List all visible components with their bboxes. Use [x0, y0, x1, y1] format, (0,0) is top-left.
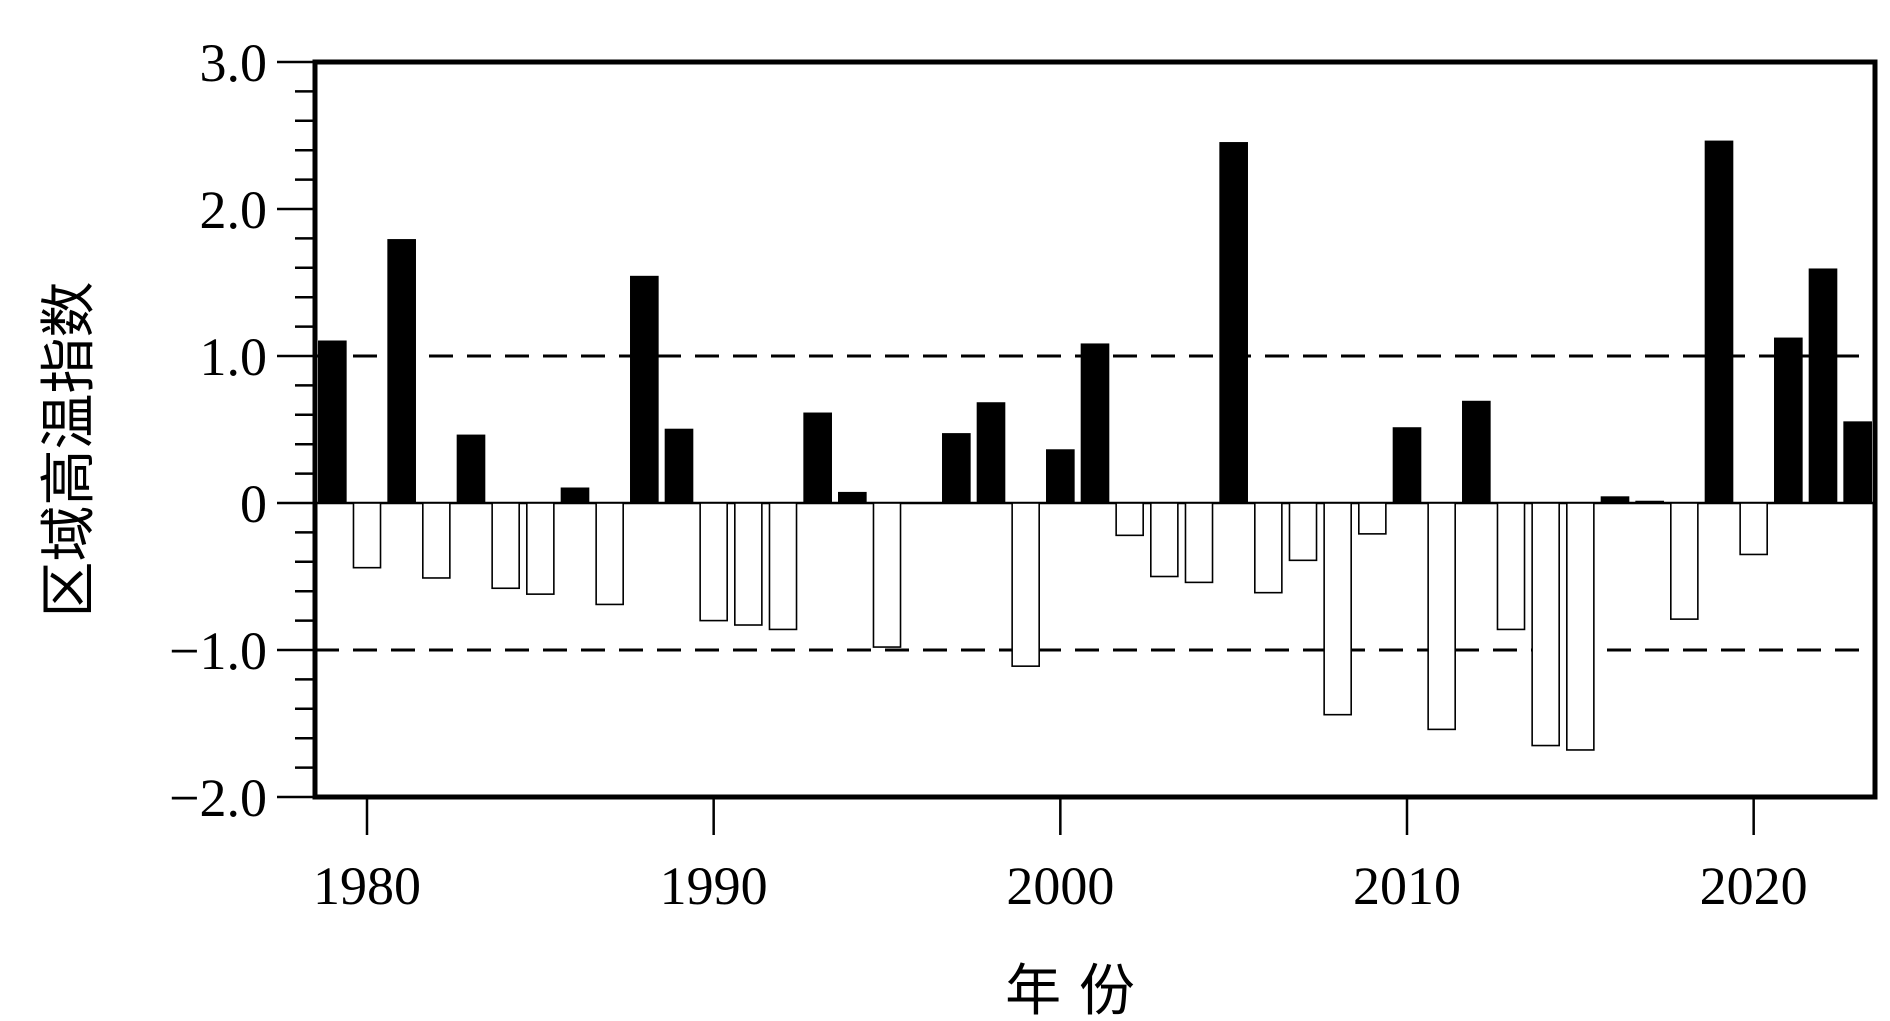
bar-2001: [1080, 343, 1110, 504]
y-tick-label: 2.0: [200, 180, 268, 240]
bar-2017: [1635, 500, 1664, 504]
bar-2015: [1566, 502, 1595, 751]
y-tick-label: −1.0: [169, 621, 267, 681]
bar-2013: [1496, 502, 1526, 631]
bar-1989: [664, 428, 694, 504]
bar-2002: [1115, 502, 1144, 537]
tick-labels: −2.0 −1.0 0 1.0 2.0 3.0 1980 1990 2000 2010 2020: [169, 33, 1808, 916]
bars: [318, 140, 1872, 751]
bar-2023: [1843, 421, 1872, 504]
x-tick-label: 2000: [1006, 856, 1114, 916]
bar-2008: [1323, 502, 1352, 716]
x-tick-label: 1980: [313, 856, 421, 916]
bar-1994: [838, 491, 867, 504]
bar-2000: [1046, 449, 1075, 504]
y-tick-label: 1.0: [200, 327, 268, 387]
bar-1983: [456, 434, 486, 504]
bar-1998: [976, 402, 1006, 504]
bar-1997: [942, 433, 971, 504]
bar-1988: [630, 275, 659, 504]
bar-2003: [1150, 502, 1179, 578]
x-tick-label: 1990: [660, 856, 768, 916]
bar-1979: [318, 340, 347, 504]
bar-2010: [1392, 427, 1422, 504]
bar-1995: [872, 502, 902, 648]
bar-2019: [1704, 140, 1734, 504]
bar-1987: [595, 502, 624, 606]
bar-1985: [526, 502, 555, 595]
bar-2006: [1254, 502, 1283, 594]
bar-2022: [1808, 268, 1838, 504]
bar-1984: [491, 502, 520, 590]
y-tick-label: 3.0: [200, 33, 268, 93]
bar-1993: [803, 412, 832, 504]
bar-1986: [560, 487, 590, 504]
plot-frame: [312, 59, 1878, 800]
y-axis-title: 区域高温指数: [37, 282, 102, 618]
bar-1990: [699, 502, 728, 622]
bar-2012: [1462, 400, 1491, 504]
y-tick-label: −2.0: [169, 768, 267, 828]
x-axis-title: 年 份: [1005, 959, 1135, 1021]
bar-2011: [1427, 502, 1456, 731]
bar-2021: [1774, 337, 1803, 504]
bar-2014: [1531, 502, 1560, 747]
bar-1981: [387, 239, 416, 504]
axis-ticks: [277, 60, 1755, 835]
y-tick-label: 0: [240, 474, 267, 534]
bar-2016: [1600, 496, 1630, 504]
bar-2018: [1670, 502, 1699, 620]
bar-1991: [734, 502, 763, 626]
bar-2009: [1358, 502, 1387, 535]
bar-2005: [1219, 142, 1248, 504]
bar-1992: [768, 502, 798, 631]
x-tick-label: 2020: [1700, 856, 1808, 916]
bar-1980: [352, 502, 382, 569]
bar-2004: [1184, 502, 1214, 584]
bar-1982: [422, 502, 451, 579]
bar-2007: [1288, 502, 1318, 562]
bar-1999: [1011, 502, 1040, 667]
x-tick-label: 2010: [1353, 856, 1461, 916]
bar-2020: [1739, 502, 1768, 556]
